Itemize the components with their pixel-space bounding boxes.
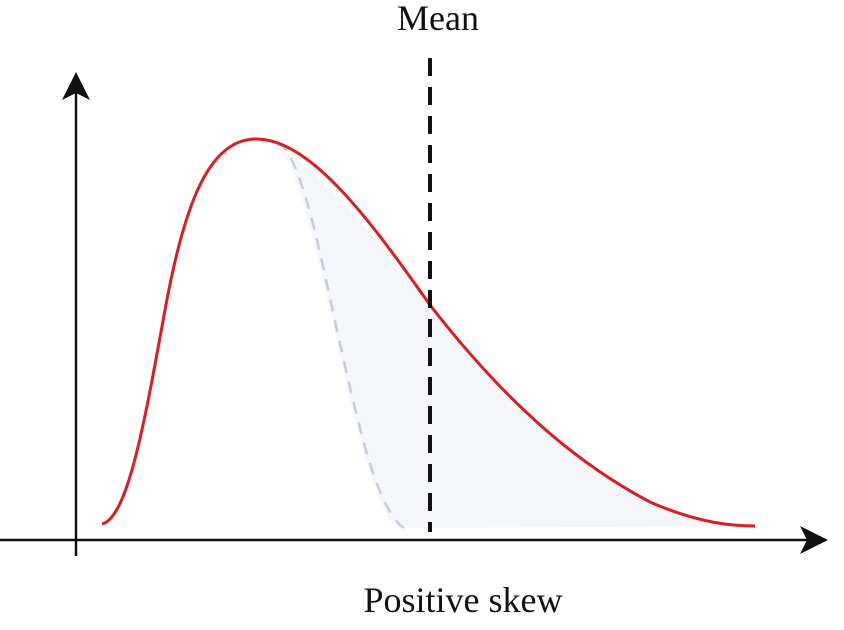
symmetric-reference-curve	[277, 140, 405, 530]
skew-shaded-area	[270, 144, 755, 528]
horizontal-axis-arrow-icon	[800, 526, 828, 554]
vertical-axis-arrow-icon	[62, 72, 90, 100]
horizontal-axis	[0, 526, 828, 554]
caption-label: Positive skew	[363, 580, 562, 620]
vertical-axis	[62, 72, 90, 556]
mean-label: Mean	[397, 0, 479, 38]
positive-skew-curve	[101, 137, 756, 528]
